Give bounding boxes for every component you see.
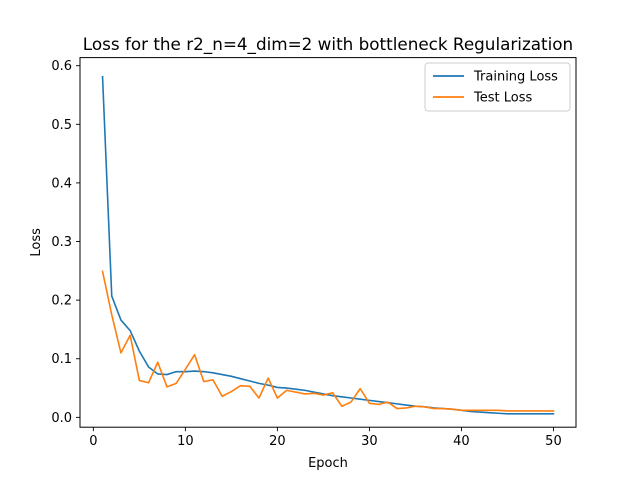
y-tick-label: 0.2 [51,294,72,309]
x-tick-label: 20 [269,434,286,449]
y-tick-label: 0.1 [51,352,72,367]
y-tick-label: 0.5 [51,118,72,133]
test-loss-line [101,270,555,412]
chart-title: Loss for the r2_n=4_dim=2 with bottlenec… [83,34,573,55]
y-axis-label: Loss [29,228,44,257]
y-tick-label: 0.6 [51,59,72,74]
x-tick-label: 50 [545,434,562,449]
legend-training-loss-label: Training Loss [473,70,558,85]
legend-frame [424,62,571,112]
axis-ticks: 0 10 20 30 40 50 0.0 0.1 0.2 0.3 0.4 0.5 0.6 [51,59,561,449]
y-tick-label: 0.4 [51,176,72,191]
legend: Training Loss Test Loss [424,62,571,112]
legend-test-loss-label: Test Loss [473,91,532,106]
x-axis-label: Epoch [308,456,348,471]
x-tick-label: 30 [361,434,378,449]
data-series [101,75,555,415]
training-loss-line [101,75,555,415]
x-tick-label: 10 [177,434,194,449]
plot-area-frame [79,57,577,428]
x-tick-label: 40 [453,434,470,449]
y-tick-label: 0.0 [51,411,72,426]
x-tick-label: 0 [89,434,97,449]
y-tick-label: 0.3 [51,235,72,250]
